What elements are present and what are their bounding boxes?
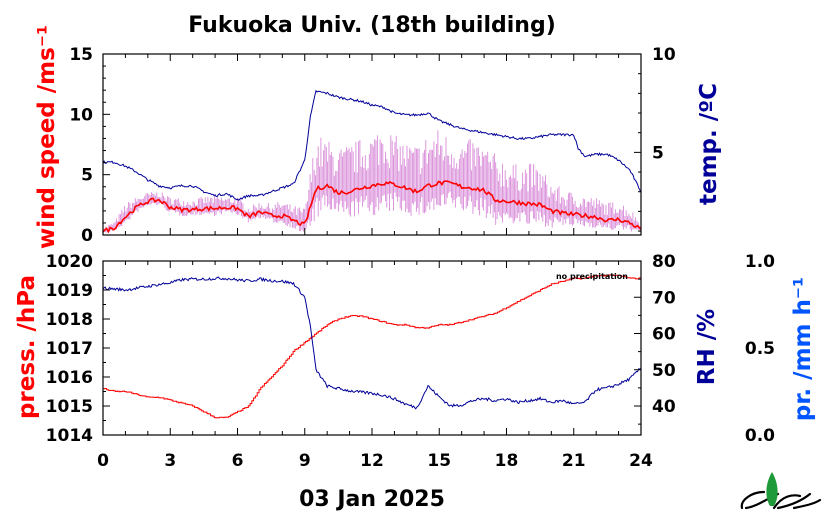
time-tick-label: 12	[360, 451, 384, 471]
pressure-axis-label: press. /hPa	[14, 275, 40, 419]
humidity-series	[103, 276, 641, 410]
humidity-axis-ticks: 40 50 60 70 80	[652, 252, 676, 417]
humidity-line	[103, 276, 641, 410]
humidity-tick-label: 70	[652, 288, 676, 308]
time-tick-label: 18	[495, 451, 519, 471]
university-logo	[740, 472, 822, 510]
time-tick-label: 3	[164, 451, 176, 471]
wind-tick-label: 0	[81, 226, 93, 246]
time-tick-label: 0	[97, 451, 109, 471]
temperature-axis-label: temp. /ºC	[696, 83, 722, 205]
pressure-line	[103, 274, 641, 419]
humidity-tick-label: 50	[652, 361, 676, 381]
pressure-tick-label: 1017	[46, 339, 93, 359]
precipitation-axis-ticks: 0.0 0.5 1.0	[745, 252, 775, 446]
wind-mean-series	[103, 180, 641, 234]
wind-temperature-panel: 0 5 10 15 5 10 wind speed /ms⁻¹ temp. /ºC	[34, 25, 722, 249]
precipitation-axis-label: pr. /mm h⁻¹	[790, 277, 816, 421]
pressure-tick-label: 1016	[46, 368, 93, 388]
pressure-tick-label: 1018	[46, 310, 93, 330]
pressure-series	[103, 274, 641, 419]
precipitation-note: no precipitation	[556, 272, 628, 281]
humidity-tick-label: 40	[652, 397, 676, 417]
wind-mean-line	[103, 180, 641, 234]
precipitation-tick-label: 0.5	[745, 339, 775, 359]
wind-axis-ticks: 0 5 10 15	[69, 45, 93, 246]
time-tick-label: 24	[629, 451, 653, 471]
time-tick-label: 21	[562, 451, 586, 471]
wind-tick-label: 10	[69, 105, 93, 125]
pressure-axis-ticks: 1014 1015 1016 1017 1018 1019 1020	[46, 252, 93, 446]
temperature-tick-label: 10	[652, 45, 676, 65]
date-label: 03 Jan 2025	[299, 487, 445, 512]
precipitation-tick-label: 1.0	[745, 252, 775, 272]
humidity-axis-label: RH /%	[694, 309, 720, 385]
precipitation-tick-label: 0.0	[745, 426, 775, 446]
temperature-axis-ticks: 5 10	[652, 45, 676, 163]
pressure-tick-label: 1015	[46, 397, 93, 417]
bottom-plot-frame	[102, 260, 642, 436]
humidity-tick-label: 80	[652, 252, 676, 272]
top-tick-marks	[102, 53, 642, 236]
bottom-tick-marks	[102, 260, 642, 436]
pressure-tick-label: 1014	[46, 426, 93, 446]
wind-axis-label: wind speed /ms⁻¹	[34, 25, 60, 249]
time-tick-label: 6	[232, 451, 244, 471]
chart-title: Fukuoka Univ. (18th building)	[188, 13, 556, 38]
time-axis-ticks: 0 3 6 9 12 15 18 21 24	[97, 451, 653, 471]
gust-series	[103, 130, 641, 234]
pressure-tick-label: 1019	[46, 281, 93, 301]
temperature-series	[103, 89, 641, 201]
temperature-line	[103, 89, 641, 201]
pressure-tick-label: 1020	[46, 252, 93, 272]
time-tick-label: 15	[427, 451, 451, 471]
humidity-tick-label: 60	[652, 325, 676, 345]
wind-tick-label: 5	[81, 166, 93, 186]
time-tick-label: 9	[299, 451, 311, 471]
temperature-tick-label: 5	[652, 143, 664, 163]
wind-tick-label: 15	[69, 45, 93, 65]
